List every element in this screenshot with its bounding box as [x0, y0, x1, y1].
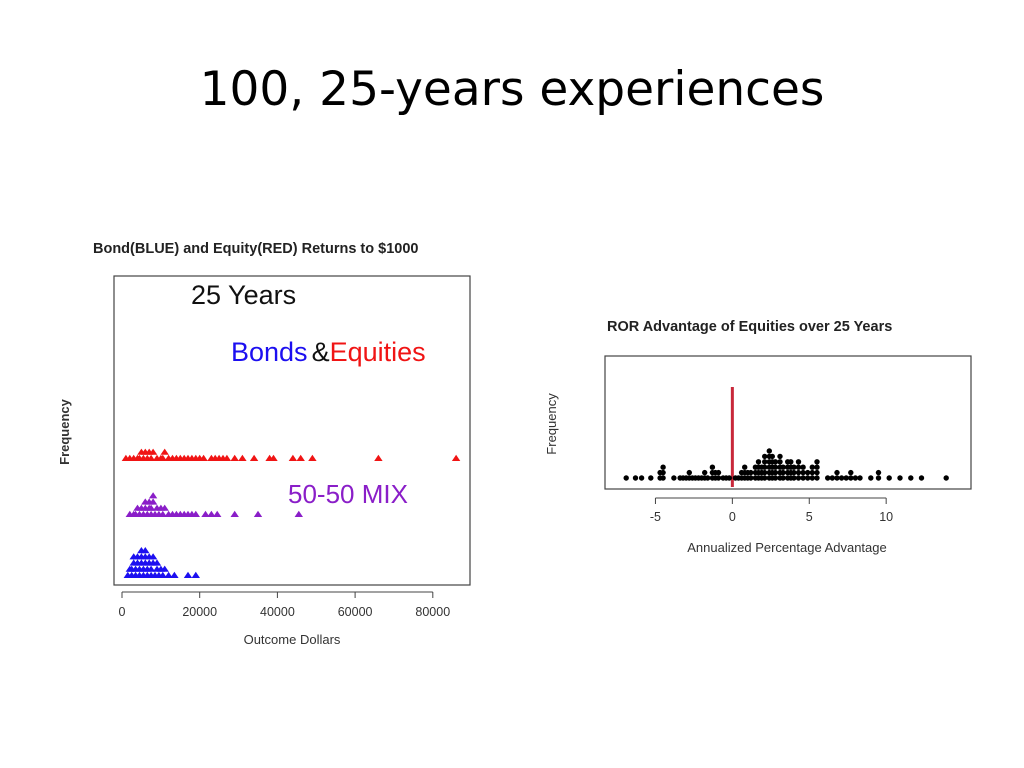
mark-bonds-38	[191, 571, 200, 578]
left-x-tick-label-2: 40000	[260, 605, 295, 619]
mark-equities-15	[160, 448, 169, 455]
left-xlabel: Outcome Dollars	[244, 632, 341, 647]
left-plot-frame	[113, 275, 471, 586]
mark-bonds-30	[152, 559, 162, 566]
mark-50-50-mix-29	[191, 510, 200, 517]
mark-50-50-mix-30	[201, 510, 210, 517]
mark-equities-37	[296, 454, 305, 461]
left-ylabel: Frequency	[57, 398, 72, 465]
slide-title: 100, 25-years experiences	[199, 62, 825, 117]
mark-bonds-25	[146, 565, 156, 572]
mark-bonds-35	[164, 571, 173, 578]
mark-equities-33	[249, 454, 259, 461]
mark-equities-38	[308, 454, 317, 461]
mark-bonds-34	[160, 565, 169, 572]
mark-equities-14	[158, 454, 167, 461]
mark-equities-36	[288, 454, 298, 461]
left-x-axis: 0 20000 40000 60000 80000	[119, 591, 450, 619]
mark-50-50-mix-14	[148, 498, 158, 505]
mark-50-50-mix-35	[294, 510, 303, 517]
left-annotation-mix: 50-50 MIX	[288, 479, 408, 509]
mark-bonds-37	[183, 571, 193, 578]
mark-bonds-27	[148, 553, 158, 560]
mark-equities-40	[451, 454, 461, 461]
left-chart-title: Bond(BLUE) and Equity(RED) Returns to $1…	[93, 241, 418, 257]
mark-50-50-mix-21	[160, 504, 169, 511]
left-annotation-legend: Bonds &Equities	[231, 337, 426, 367]
mark-equities-39	[374, 454, 383, 461]
left-marks-group	[121, 448, 461, 578]
left-x-tick-label-1: 20000	[182, 605, 217, 619]
left-x-tick-label-0: 0	[119, 605, 126, 619]
mark-50-50-mix-20	[158, 510, 167, 517]
mark-equities-31	[230, 454, 239, 461]
legend-bonds: Bonds	[231, 337, 308, 367]
left-x-tick-label-4: 80000	[415, 605, 450, 619]
mark-50-50-mix-34	[253, 510, 263, 517]
mark-50-50-mix-32	[213, 510, 222, 517]
legend-amp: &	[312, 337, 330, 367]
mark-bonds-36	[170, 571, 179, 578]
left-annotation-years: 25 Years	[191, 280, 296, 310]
mark-50-50-mix-15	[148, 492, 158, 499]
mark-bonds-19	[141, 547, 150, 554]
mark-equities-32	[238, 454, 247, 461]
mark-equities-25	[199, 454, 208, 461]
mark-equities-35	[269, 454, 278, 461]
mark-50-50-mix-13	[146, 504, 156, 511]
mark-bonds-33	[158, 571, 167, 578]
mark-equities-11	[148, 448, 158, 455]
legend-equities: Equities	[330, 337, 426, 367]
mark-equities-10	[146, 454, 156, 461]
mark-50-50-mix-33	[230, 510, 239, 517]
mark-equities-30	[222, 454, 232, 461]
left-x-tick-label-3: 60000	[338, 605, 373, 619]
mark-50-50-mix-31	[207, 510, 216, 517]
